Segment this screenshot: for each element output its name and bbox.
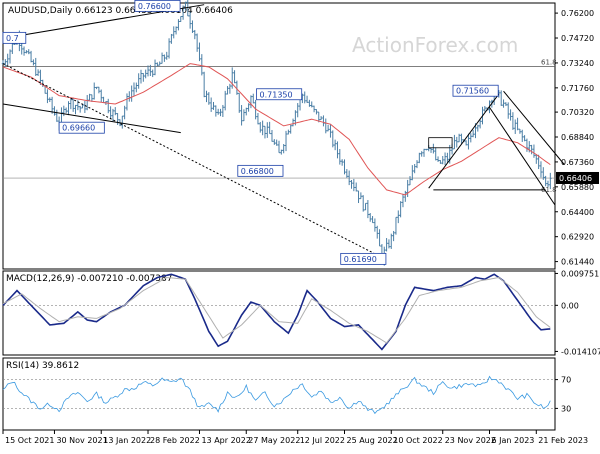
annotation-box (58, 121, 105, 134)
fib-level-label: 61.8 (541, 186, 557, 194)
main-panel-frame (2, 2, 556, 270)
annotation-box (134, 0, 181, 12)
rsi-line (2, 375, 551, 415)
annotation-box (237, 164, 284, 177)
trendline (428, 93, 500, 189)
macd-line (2, 273, 551, 351)
trendline (503, 90, 565, 165)
price-tick-label: 0.71760 (561, 84, 594, 93)
price-tick-label: 0.64400 (561, 208, 594, 217)
dashed-trendline (2, 63, 383, 258)
annotation-box (2, 31, 27, 44)
macd-panel-frame (2, 270, 556, 356)
rsi-axis: 70 30 (555, 376, 571, 413)
annotation-label: 0.66800 (241, 167, 274, 176)
annotations: 0.76600 0.69660 0.71350 0.66800 0.61690 0.715… (2, 0, 499, 265)
rsi-tick-label: 30 (561, 404, 571, 413)
fib-level-label: 61.8 (541, 58, 557, 66)
time-tick-label: 25 Aug 2022 (346, 436, 397, 445)
macd-tick-label: 0.009751 (561, 269, 599, 278)
price-tick-label: 0.68840 (561, 133, 594, 142)
macd-panel: MACD(12,26,9) -0.007210 -0.007387 0.0097… (2, 269, 600, 356)
sma-polyline (2, 63, 551, 196)
time-tick-label: 30 Nov 2021 (56, 436, 107, 445)
current-price-label: 0.66406 (559, 174, 592, 183)
price-tick-label: 0.62920 (561, 233, 594, 242)
rsi-polyline (2, 375, 551, 415)
macd-tick-label: -0.014107 (561, 347, 600, 356)
macd-lines (2, 273, 551, 351)
current-price-box (556, 171, 599, 184)
time-tick-label: 21 Feb 2023 (538, 436, 588, 445)
annotation-label: 0.69660 (62, 124, 95, 133)
signal-line (2, 276, 551, 344)
time-tick-label: 13 Jan 2022 (103, 436, 151, 445)
annotation-label: 0.76600 (138, 2, 171, 11)
time-tick-label: 13 Apr 2022 (201, 436, 250, 445)
time-tick-label: 27 May 2022 (248, 436, 300, 445)
time-tick-label: 10 Oct 2022 (393, 436, 442, 445)
trendline (2, 103, 181, 134)
annotation-box (340, 252, 387, 265)
macd-tick-label: 0.00 (561, 301, 579, 310)
macd-axis: 0.009751 0.00 -0.014107 (555, 269, 600, 356)
main-title: AUDUSD,Daily 0.66123 0.66455 0.66104 0.6… (8, 6, 233, 16)
annotation-label: 0.61690 (344, 255, 377, 264)
macd-title: MACD(12,26,9) -0.007210 -0.007387 (6, 274, 172, 284)
main-price-panel: AUDUSD,Daily 0.66123 0.66455 0.66104 0.6… (1, 0, 599, 270)
range-rect (428, 137, 453, 149)
price-axis: 0.76200 0.74720 0.73240 0.71760 0.70320 0.688… (555, 9, 599, 267)
price-tick-label: 0.65880 (561, 183, 594, 192)
price-tick-label: 0.70320 (561, 108, 594, 117)
sma-line (2, 63, 551, 196)
price-tick-label: 0.74720 (561, 34, 594, 43)
main-levels: 61.8 61.8 (3, 58, 557, 194)
annotation-box (452, 84, 499, 97)
annotation-label: 0.71560 (456, 87, 489, 96)
annotation-label: 0.7 (6, 34, 19, 43)
rsi-tick-label: 70 (561, 376, 571, 385)
price-tick-label: 0.76200 (561, 9, 594, 18)
rsi-panel: RSI(14) 39.8612 70 30 (2, 357, 571, 431)
time-tick-label: 6 Jan 2023 (492, 436, 535, 445)
price-tick-label: 0.61440 (561, 258, 594, 267)
annotation-label: 0.71350 (260, 90, 293, 99)
price-tick-label: 0.73240 (561, 59, 594, 68)
time-tick-label: 15 Oct 2021 (5, 436, 54, 445)
time-tick-label: 23 Nov 2022 (445, 436, 496, 445)
time-tick-label: 12 Jul 2022 (300, 436, 345, 445)
annotation-box (256, 88, 303, 101)
rsi-panel-frame (2, 357, 556, 431)
trendline (489, 107, 556, 206)
price-tick-label: 0.67360 (561, 158, 594, 167)
time-tick-label: 28 Feb 2022 (150, 436, 200, 445)
watermark: ActionForex.com (352, 33, 518, 57)
rsi-levels (3, 379, 555, 409)
rsi-title: RSI(14) 39.8612 (6, 361, 79, 371)
